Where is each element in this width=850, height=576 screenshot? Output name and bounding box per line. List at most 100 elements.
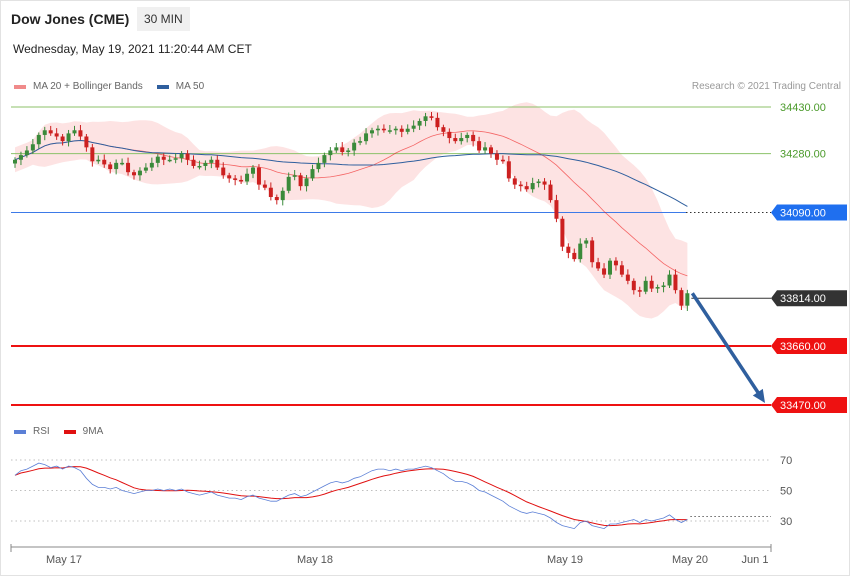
candle-body	[649, 280, 654, 289]
candle	[120, 158, 125, 166]
candle-body	[209, 159, 214, 163]
candle	[42, 126, 47, 141]
candle-body	[405, 128, 410, 132]
candle	[471, 131, 476, 147]
x-tick-label: May 19	[547, 554, 583, 566]
candle-body	[161, 156, 166, 160]
candle	[375, 125, 380, 136]
level-value-text: 34090.00	[780, 208, 826, 220]
candle	[483, 142, 488, 154]
candle-body	[114, 162, 119, 170]
level-label-current: 33814.00	[771, 290, 847, 307]
candle	[137, 167, 142, 181]
candle-body	[24, 150, 29, 156]
ma20-swatch	[14, 84, 26, 89]
x-tick-label: May 17	[46, 554, 82, 566]
candle-body	[358, 141, 363, 143]
candle	[256, 164, 261, 190]
candle	[286, 172, 291, 194]
candle	[30, 138, 35, 154]
legend-rsi-ma-label: 9MA	[82, 426, 104, 437]
candle	[548, 180, 553, 203]
candle-body	[48, 130, 53, 134]
candle	[310, 164, 315, 181]
candle	[167, 155, 172, 163]
candle-body	[233, 178, 238, 180]
candle-body	[60, 136, 65, 142]
rsi-level-label: 30	[780, 516, 792, 528]
candle	[60, 134, 65, 146]
candle-body	[185, 153, 190, 160]
candle	[602, 263, 607, 279]
candle	[494, 150, 499, 166]
candle	[215, 155, 220, 171]
candle-body	[30, 144, 35, 151]
candle	[364, 128, 369, 145]
x-tick-label: May 20	[672, 554, 708, 566]
candle-body	[393, 128, 398, 131]
candle-body	[36, 134, 41, 145]
candle-body	[465, 134, 470, 139]
candle	[596, 257, 601, 271]
level-value-text: 34430.00	[780, 102, 826, 114]
candle	[685, 289, 690, 311]
candle	[572, 248, 577, 262]
candle	[619, 260, 624, 278]
rsi-level-label: 70	[780, 455, 792, 467]
rsi-legend: RSI 9MA	[14, 426, 103, 437]
price-legend: MA 20 + Bollinger Bands MA 50	[14, 81, 204, 92]
candle-body	[471, 134, 476, 142]
candle	[590, 237, 595, 268]
candle	[274, 194, 279, 205]
candle-body	[126, 162, 131, 173]
candle-body	[78, 130, 83, 137]
candle	[173, 152, 178, 164]
credit-text: Research © 2021 Trading Central	[691, 81, 841, 92]
candle-body	[679, 290, 684, 306]
candle	[423, 112, 428, 127]
candle-body	[280, 190, 285, 201]
candle	[578, 238, 583, 263]
candle-body	[322, 155, 327, 163]
candle	[536, 179, 541, 188]
timestamp: Wednesday, May 19, 2021 11:20:44 AM CET	[13, 42, 252, 56]
candle	[143, 163, 148, 174]
candle-body	[655, 287, 660, 289]
candle	[625, 269, 630, 285]
level-tag	[771, 204, 847, 221]
candle-body	[387, 130, 392, 132]
candle	[126, 157, 131, 176]
candle	[631, 278, 636, 295]
candle	[655, 284, 660, 293]
candle	[489, 144, 493, 158]
candle	[346, 147, 351, 157]
candle-body	[548, 184, 553, 201]
ma50-line	[14, 139, 688, 207]
candle-body	[560, 218, 565, 247]
candle-body	[364, 133, 369, 142]
candle	[24, 146, 29, 158]
candle-body	[173, 158, 178, 160]
candle	[673, 269, 678, 294]
candle-body	[453, 138, 458, 142]
timeframe-selector[interactable]: 30 MIN	[137, 7, 190, 31]
level-value-text: 34280.00	[780, 149, 826, 161]
ma50-swatch	[156, 84, 169, 89]
candle-body	[54, 133, 59, 137]
candle-body	[352, 142, 357, 151]
candle-body	[524, 186, 529, 190]
candle	[352, 139, 357, 156]
candle-body	[489, 147, 493, 154]
candle	[506, 156, 511, 182]
candle-body	[42, 130, 47, 135]
candle	[661, 282, 666, 293]
level-tag	[771, 290, 847, 307]
candle-body	[137, 170, 142, 176]
candle	[227, 172, 232, 183]
candle-body	[90, 147, 95, 162]
candle	[566, 243, 571, 259]
candle-body	[179, 153, 184, 159]
candle	[191, 155, 196, 169]
candle	[387, 125, 392, 134]
